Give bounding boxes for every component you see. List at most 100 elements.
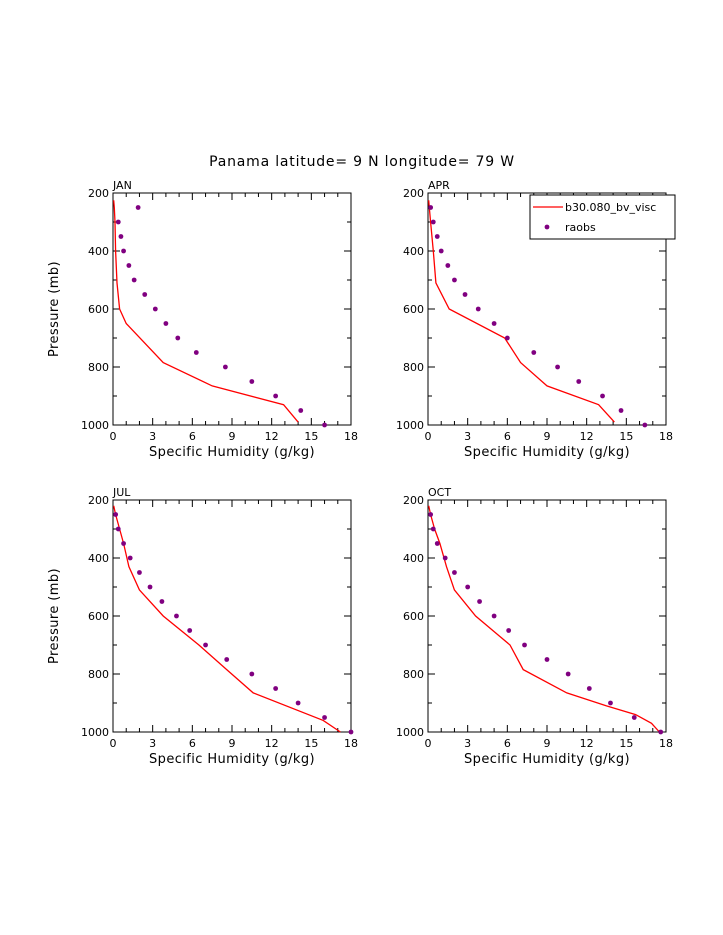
apr-raobs-point	[445, 263, 451, 268]
oct-ytick-label: 200	[403, 494, 424, 507]
jan-ytick-label: 800	[88, 361, 109, 374]
jan-raobs-point	[126, 263, 132, 268]
apr-raobs-point	[475, 306, 481, 312]
jul-raobs-point	[121, 541, 126, 546]
jul-raobs-point	[159, 599, 165, 604]
apr-x-axis-label: Specific Humidity (g/kg)	[464, 445, 630, 460]
oct-xtick-label: 6	[504, 737, 511, 750]
oct-xtick-label: 12	[580, 737, 594, 750]
oct-xtick-label: 3	[464, 737, 471, 750]
jul-xtick-label: 15	[304, 737, 318, 750]
jul-raobs-point	[187, 628, 193, 633]
oct-frame	[427, 499, 667, 733]
jul-y-axis-label: Pressure (mb)	[47, 568, 62, 664]
apr-raobs-point	[430, 219, 436, 225]
panel-jan: JAN 0 3 6 9 12 15 18 200 400 600 800 1000 Specific Hu…	[47, 179, 358, 460]
apr-raobs-point	[531, 350, 537, 355]
jul-raobs-point	[147, 584, 153, 590]
figure-title: Panama latitude= 9 N longitude= 79 W	[209, 154, 515, 170]
oct-raobs-point	[544, 657, 550, 662]
apr-raobs-point	[452, 277, 457, 283]
jul-raobs-point	[137, 570, 142, 575]
apr-raobs-point	[438, 248, 444, 254]
jul-xtick-label: 12	[265, 737, 279, 750]
oct-ytick-label: 800	[403, 668, 424, 681]
jul-panel-label: JUL	[112, 486, 131, 499]
oct-raobs-point	[442, 555, 448, 561]
jan-xtick-label: 18	[344, 430, 358, 443]
oct-xtick-label: 0	[425, 737, 432, 750]
oct-ytick-label: 400	[403, 552, 424, 565]
jul-raobs-point	[273, 686, 279, 691]
apr-raobs-point	[504, 335, 510, 341]
jul-raobs-point	[174, 613, 179, 619]
oct-raobs-point	[477, 599, 482, 604]
apr-xtick-label: 18	[659, 430, 673, 443]
apr-ytick-label: 400	[403, 245, 424, 258]
oct-raobs-point	[491, 613, 497, 619]
jan-frame	[112, 192, 352, 426]
jul-frame	[112, 499, 352, 733]
apr-ytick-label: 200	[403, 187, 424, 200]
jan-x-axis-label: Specific Humidity (g/kg)	[149, 445, 315, 460]
jul-raobs-point	[249, 671, 255, 677]
panel-oct: OCT 0 3 6 9 12 15 18 200 400 600 800 1000 Specific Hu…	[396, 486, 673, 767]
oct-xtick-label: 9	[544, 737, 551, 750]
jan-y-axis-label: Pressure (mb)	[47, 261, 62, 357]
apr-xtick-label: 3	[464, 430, 471, 443]
apr-raobs-point	[600, 393, 605, 399]
jan-raobs-point	[152, 306, 158, 312]
panel-apr: APR 0 3 6 9 12 15 18 200 400 600 800 1000 Specific Hu…	[396, 179, 676, 460]
apr-ytick-label: 600	[403, 303, 424, 316]
jul-raobs-point	[322, 715, 327, 720]
legend-box	[529, 194, 676, 240]
jan-raobs-point	[222, 364, 228, 370]
apr-ytick-label: 1000	[396, 419, 424, 432]
panel-jul: JUL 0 3 6 9 12 15 18 200 400 600 800 1000 Specific Hu…	[47, 486, 358, 767]
apr-xtick-label: 6	[504, 430, 511, 443]
jan-ytick-label: 600	[88, 303, 109, 316]
legend-obs-swatch	[544, 224, 550, 230]
apr-xtick-label: 15	[619, 430, 633, 443]
jan-ytick-label: 400	[88, 245, 109, 258]
oct-raobs-point	[452, 570, 457, 575]
jan-raobs-point	[163, 321, 169, 326]
jul-raobs-point	[115, 526, 121, 532]
jan-xtick-label: 12	[265, 430, 279, 443]
jan-ytick-label: 1000	[81, 419, 109, 432]
jan-panel-label: JAN	[112, 179, 132, 192]
oct-raobs-point	[428, 512, 434, 517]
oct-x-axis-label: Specific Humidity (g/kg)	[464, 752, 630, 767]
jul-raobs-point	[113, 512, 119, 517]
jul-ytick-label: 800	[88, 668, 109, 681]
jul-xtick-label: 18	[344, 737, 358, 750]
apr-raobs-point	[462, 292, 468, 297]
jul-series-b30-080-bv-visc	[113, 505, 341, 733]
jan-xtick-label: 3	[149, 430, 156, 443]
oct-series-b30-080-bv-visc	[428, 505, 660, 733]
oct-raobs-point	[586, 686, 592, 691]
apr-series-b30-080-bv-visc	[428, 200, 615, 423]
apr-raobs-point	[576, 379, 582, 384]
jan-raobs-point	[249, 379, 255, 384]
oct-raobs-point	[565, 671, 571, 677]
legend-obs-label: raobs	[565, 221, 596, 234]
apr-raobs-point	[618, 408, 624, 413]
oct-raobs-point	[506, 628, 512, 633]
oct-raobs-point	[522, 642, 527, 648]
jul-xtick-label: 3	[149, 737, 156, 750]
jan-raobs-point	[298, 408, 304, 413]
jan-raobs-point	[322, 422, 327, 428]
jul-ytick-label: 200	[88, 494, 109, 507]
jul-x-axis-label: Specific Humidity (g/kg)	[149, 752, 315, 767]
jan-raobs-point	[135, 205, 141, 210]
panels: JAN 0 3 6 9 12 15 18 200 400 600 800 1000 Specific Hu…	[47, 179, 676, 767]
oct-raobs-point	[430, 526, 436, 532]
jul-raobs-point	[224, 657, 230, 662]
jan-xtick-label: 0	[110, 430, 117, 443]
apr-raobs-point	[555, 364, 560, 370]
jan-raobs-point	[115, 219, 121, 225]
jan-raobs-point	[121, 248, 126, 254]
